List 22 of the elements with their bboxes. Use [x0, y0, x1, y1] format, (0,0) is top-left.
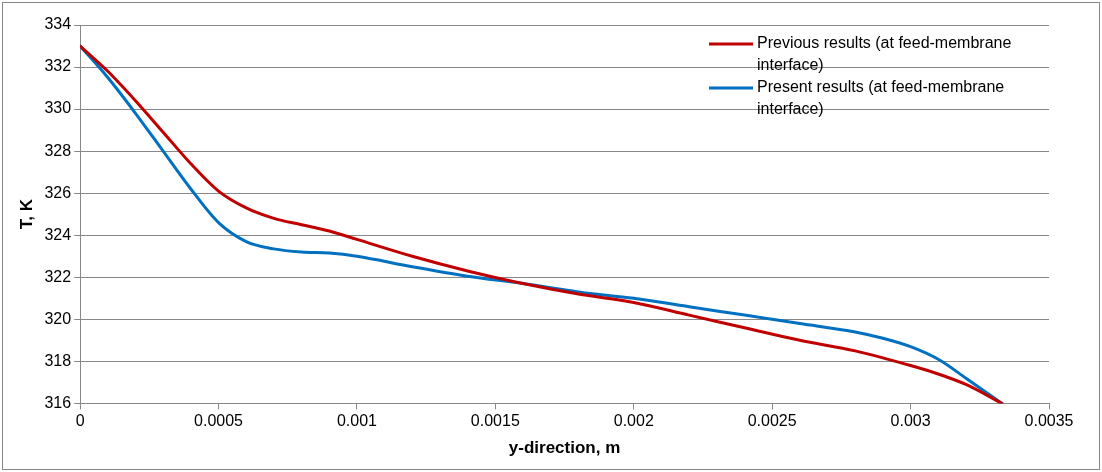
y-tick-label: 316 — [44, 393, 72, 411]
x-tick-label: 0.0015 — [470, 412, 520, 430]
x-tick-label: 0.0025 — [747, 412, 797, 430]
x-tick-label: 0.002 — [613, 412, 654, 430]
x-axis-title: y-direction, m — [508, 438, 621, 458]
y-tick-label: 334 — [44, 15, 72, 33]
y-tick-label: 328 — [44, 141, 72, 159]
y-tick-label: 326 — [44, 183, 72, 201]
x-tick-label: 0.0005 — [194, 412, 244, 430]
x-tick-label: 0.003 — [890, 412, 931, 430]
x-tick-label: 0.001 — [336, 412, 378, 430]
y-tick-label: 324 — [44, 225, 72, 243]
legend-label: Previous results (at feed-membrane interface) — [757, 34, 1012, 74]
legend-label: Present results (at feed-membrane interface) — [757, 78, 1005, 118]
x-tick-label: 0 — [75, 412, 85, 430]
y-tick-label: 318 — [44, 351, 72, 369]
y-tick-label: 330 — [44, 99, 72, 117]
y-tick-label: 322 — [44, 267, 72, 285]
y-axis-title: T, K — [16, 198, 36, 230]
y-tick-label: 320 — [44, 309, 72, 327]
x-tick-label: 0.0035 — [1024, 412, 1074, 430]
y-tick-label: 332 — [44, 57, 72, 75]
